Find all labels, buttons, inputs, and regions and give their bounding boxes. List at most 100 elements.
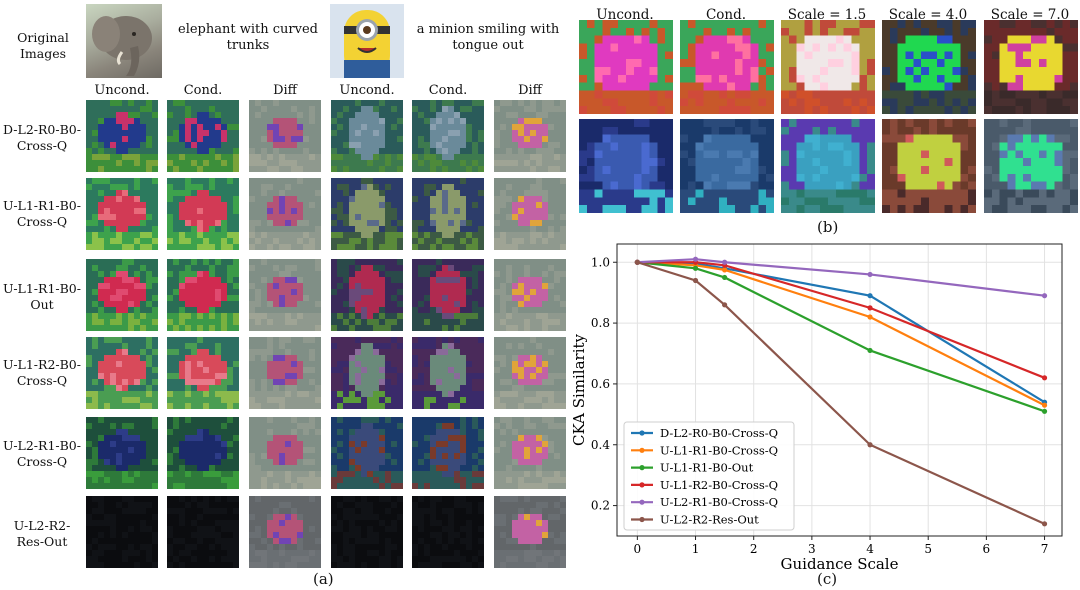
feature-map-r5-c5 [494, 496, 566, 568]
feature-map-r2-c1 [167, 259, 239, 331]
feature-map-r4-c0 [86, 417, 158, 489]
feature-map-r4-c3 [331, 417, 403, 489]
guidance-map-r1-c0 [579, 119, 673, 213]
series-4-point-4 [1041, 293, 1048, 299]
col-header-b-cond: Cond. [705, 7, 747, 23]
guidance-map-r0-c2 [781, 20, 875, 114]
legend-box [623, 421, 795, 531]
feature-map-r3-c3 [331, 337, 403, 409]
feature-map-r5-c2 [249, 496, 321, 568]
col-header-elephant-uncond: Uncond. [94, 83, 150, 98]
x-axis-label: Guidance Scale [781, 555, 899, 572]
y-tick-label-3: 0.8 [591, 316, 610, 330]
panel-b-caption: (b) [817, 218, 839, 236]
col-header-minion-cond: Cond. [428, 83, 468, 98]
y-tick-label-0: 0.2 [591, 499, 610, 513]
col-header-b-uncond: Uncond. [596, 7, 654, 23]
feature-map-r5-c4 [412, 496, 484, 568]
x-tick-label-2: 2 [750, 542, 758, 556]
feature-map-r4-c2 [249, 417, 321, 489]
y-tick-label-4: 1.0 [591, 255, 610, 269]
x-tick-label-7: 7 [1041, 542, 1049, 556]
y-tick-label-2: 0.6 [591, 377, 610, 391]
feature-map-r4-c5 [494, 417, 566, 489]
feature-map-r1-c0 [86, 178, 158, 250]
feature-map-r0-c2 [249, 100, 321, 172]
col-header-elephant-diff: Diff [273, 83, 297, 98]
x-tick-label-6: 6 [983, 542, 991, 556]
feature-map-r3-c5 [494, 337, 566, 409]
series-4-point-1 [692, 256, 699, 262]
feature-map-r2-c2 [249, 259, 321, 331]
row-label-2: U-L1-R1-B0-Out [3, 281, 81, 312]
series-1-point-3 [867, 314, 873, 320]
series-4-point-3 [867, 271, 873, 278]
series-2-point-3 [867, 347, 873, 354]
col-header-minion-uncond: Uncond. [339, 83, 395, 98]
feature-map-r2-c5 [494, 259, 566, 331]
series-5-point-4 [1041, 521, 1048, 527]
feature-map-r5-c0 [86, 496, 158, 568]
x-tick-label-0: 0 [634, 542, 642, 556]
series-4-point-2 [722, 259, 728, 265]
col-header-minion-diff: Diff [518, 83, 542, 98]
legend-label-2: U-L1-R1-B0-Out [660, 461, 754, 475]
feature-map-r3-c4 [412, 337, 484, 409]
feature-map-r5-c3 [331, 496, 403, 568]
legend-marker-3 [639, 482, 645, 488]
guidance-map-r0-c1 [680, 20, 774, 114]
panel-c-caption: (c) [817, 570, 838, 588]
elephant-picture [92, 16, 152, 76]
row-label-0: D-L2-R0-B0-Cross-Q [3, 122, 81, 153]
y-tick-label-1: 0.4 [591, 438, 610, 452]
legend-label-3: U-L1-R2-B0-Cross-Q [660, 478, 778, 492]
feature-map-r5-c1 [167, 496, 239, 568]
feature-map-r4-c4 [412, 417, 484, 489]
original-images-label: Original Images [17, 30, 69, 61]
series-2-point-1 [692, 265, 699, 271]
feature-map-r2-c3 [331, 259, 403, 331]
feature-map-r1-c5 [494, 178, 566, 250]
x-tick-label-5: 5 [924, 542, 932, 556]
series-1-point-2 [722, 267, 728, 273]
x-tick-label-4: 4 [866, 542, 874, 556]
series-0-point-3 [867, 293, 873, 299]
legend-marker-2 [639, 465, 645, 471]
feature-map-r0-c5 [494, 100, 566, 172]
guidance-map-r1-c4 [984, 119, 1078, 213]
feature-map-r2-c4 [412, 259, 484, 331]
guidance-map-r1-c3 [882, 119, 976, 213]
legend-marker-5 [639, 516, 645, 523]
minion-picture [344, 10, 390, 78]
feature-map-r3-c2 [249, 337, 321, 409]
legend-marker-4 [639, 499, 645, 505]
y-axis-label: CKA Similarity [570, 333, 588, 446]
feature-map-r3-c0 [86, 337, 158, 409]
feature-map-r0-c4 [412, 100, 484, 172]
col-header-elephant-cond: Cond. [183, 83, 223, 98]
minion-prompt: a minion smiling with tongue out [416, 22, 560, 53]
series-3-point-3 [867, 305, 873, 311]
feature-map-r1-c1 [167, 178, 239, 250]
minion-original-image [330, 4, 404, 78]
x-tick-label-3: 3 [808, 542, 816, 556]
legend-label-0: D-L2-R0-B0-Cross-Q [660, 426, 778, 440]
col-header-b-scale-7-0: Scale = 7.0 [990, 7, 1070, 23]
series-2-point-2 [722, 274, 728, 281]
col-header-b-scale-1-5: Scale = 1.5 [787, 7, 867, 23]
row-label-5: U-L2-R2-Res-Out [13, 518, 71, 549]
feature-map-r0-c3 [331, 100, 403, 172]
row-label-3: U-L1-R2-B0-Cross-Q [3, 357, 81, 388]
feature-map-r4-c1 [167, 417, 239, 489]
row-label-4: U-L2-R1-B0-Cross-Q [3, 438, 81, 469]
x-tick-label-1: 1 [692, 542, 700, 556]
cka-similarity-chart: 0 1 2 3 4 5 6 7 0.2 0.4 0.6 0.8 1.0 Guidance Scale CKA… [570, 243, 1063, 572]
series-5-point-3 [867, 442, 873, 448]
feature-map-r0-c1 [167, 100, 239, 172]
series-5-point-2 [722, 302, 728, 308]
col-header-b-scale-4-0: Scale = 4.0 [888, 7, 968, 23]
guidance-map-r1-c2 [781, 119, 875, 213]
plot-frame [616, 243, 1063, 537]
row-label-1: U-L1-R1-B0-Cross-Q [3, 198, 81, 229]
elephant-prompt: elephant with curved trunks [178, 22, 318, 53]
